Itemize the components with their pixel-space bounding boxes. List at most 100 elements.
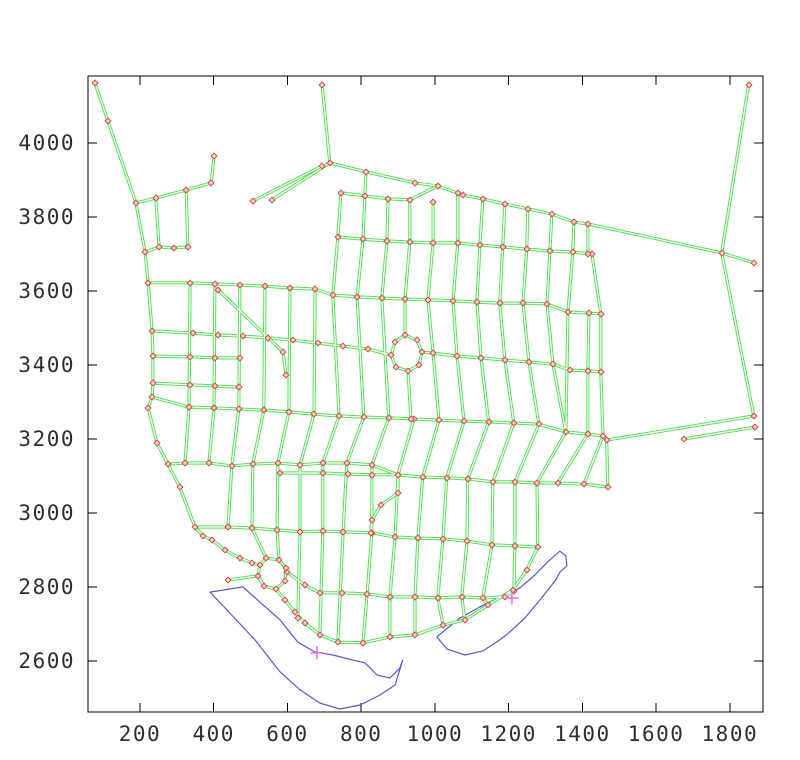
street-segment-core xyxy=(362,532,373,643)
road-node-marker xyxy=(256,561,264,569)
street-segment-core xyxy=(299,414,315,466)
street-segment-core xyxy=(277,411,290,464)
road-node-marker xyxy=(289,336,297,344)
road-node-marker xyxy=(406,238,414,246)
node-markers xyxy=(91,79,759,647)
street-segment-core xyxy=(263,286,266,411)
road-node-marker xyxy=(164,460,172,468)
road-node-marker xyxy=(236,354,244,362)
road-node-marker xyxy=(597,368,605,376)
road-node-marker xyxy=(429,198,437,206)
road-node-marker xyxy=(326,159,334,167)
road-node-marker xyxy=(334,233,342,241)
road-node-marker xyxy=(378,294,386,302)
road-node-marker xyxy=(570,218,578,226)
road-node-marker xyxy=(185,403,193,411)
road-node-marker xyxy=(485,418,493,426)
street-segment-core xyxy=(152,330,392,356)
road-node-marker xyxy=(359,639,367,647)
street-segment-core xyxy=(381,240,388,299)
road-node-marker xyxy=(249,197,257,205)
street-segment-core xyxy=(148,282,601,315)
street-segment-core xyxy=(194,526,538,548)
road-node-marker xyxy=(584,250,592,258)
street-segment-core xyxy=(208,407,215,464)
road-node-marker xyxy=(549,360,557,368)
road-node-marker xyxy=(414,534,422,542)
road-node-marker xyxy=(523,566,531,574)
road-node-marker xyxy=(454,239,462,247)
road-node-marker xyxy=(391,338,399,346)
street-segment-core xyxy=(572,222,575,253)
street-segment-core xyxy=(427,242,434,300)
road-node-marker xyxy=(176,483,184,491)
road-node-marker xyxy=(149,352,157,360)
road-node-marker xyxy=(476,241,484,249)
road-node-marker xyxy=(338,589,346,597)
street-segment-core xyxy=(583,435,604,485)
road-node-marker xyxy=(429,349,437,357)
road-node-marker xyxy=(488,541,496,549)
road-node-marker xyxy=(208,536,216,544)
road-node-marker xyxy=(236,554,244,562)
street-segment-core xyxy=(286,571,515,599)
road-node-marker xyxy=(283,568,291,576)
road-node-marker xyxy=(554,479,562,487)
road-node-marker xyxy=(182,186,190,194)
road-node-marker xyxy=(391,533,399,541)
road-node-marker xyxy=(543,300,551,308)
road-node-marker xyxy=(750,412,758,420)
road-node-marker xyxy=(318,81,326,89)
road-node-marker xyxy=(343,459,351,467)
road-node-marker xyxy=(148,393,156,401)
road-node-marker xyxy=(261,282,269,290)
road-node-marker xyxy=(751,423,759,431)
road-node-marker xyxy=(273,526,281,534)
street-segment-core xyxy=(144,246,188,253)
road-node-marker xyxy=(353,293,361,301)
road-node-marker xyxy=(385,414,393,422)
road-node-marker xyxy=(181,459,189,467)
road-node-marker xyxy=(260,582,268,590)
road-node-marker xyxy=(210,152,218,160)
road-node-marker xyxy=(597,310,605,318)
street-segment-core xyxy=(135,182,212,204)
street-segment-core xyxy=(210,155,215,183)
street-segment xyxy=(369,491,399,534)
street-segment-core xyxy=(332,294,340,417)
street-segment-core xyxy=(337,236,592,255)
street-segment-core xyxy=(513,545,516,592)
y-tick-label: 3000 xyxy=(18,501,75,525)
street-segment-core xyxy=(422,419,440,478)
road-node-marker xyxy=(141,248,149,256)
road-node-marker xyxy=(236,281,244,289)
centroid-plus-marker xyxy=(505,591,519,605)
road-node-marker xyxy=(383,237,391,245)
road-node-marker xyxy=(564,308,572,316)
x-tick-label: 1800 xyxy=(702,722,759,746)
street-segment xyxy=(274,546,540,645)
street-segment-core xyxy=(297,531,301,619)
road-node-marker xyxy=(533,479,541,487)
street-segment-core xyxy=(356,296,365,418)
street-segment-core xyxy=(252,409,265,465)
road-node-marker xyxy=(149,379,157,387)
street-segment-core xyxy=(442,477,448,539)
road-node-marker xyxy=(566,366,574,374)
road-node-marker xyxy=(248,524,256,532)
road-node-marker xyxy=(262,554,270,562)
street-segment-core xyxy=(427,299,440,421)
road-node-marker xyxy=(339,528,347,536)
street-segment-core xyxy=(404,242,411,300)
street-segment-core xyxy=(522,249,528,304)
road-node-marker xyxy=(254,572,262,580)
road-node-marker xyxy=(404,367,412,375)
road-node-marker xyxy=(368,471,376,479)
road-node-marker xyxy=(449,297,457,305)
road-node-marker xyxy=(584,220,592,228)
road-node-marker xyxy=(386,633,394,641)
street-segment-core xyxy=(467,421,490,480)
axis-ticks xyxy=(88,76,763,712)
road-node-marker xyxy=(603,436,611,444)
road-node-marker xyxy=(509,586,517,594)
